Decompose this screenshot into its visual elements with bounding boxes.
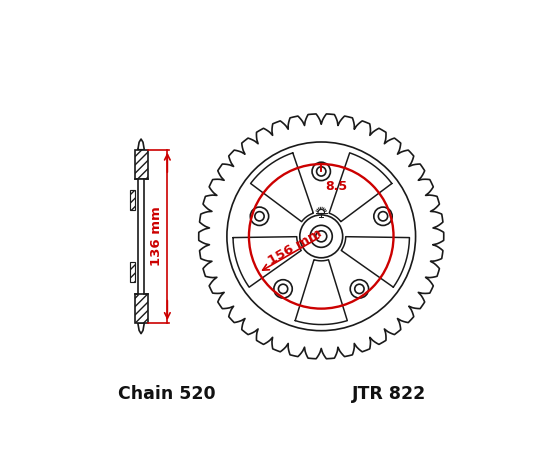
Text: 136 mm: 136 mm bbox=[150, 206, 163, 266]
Circle shape bbox=[350, 280, 368, 298]
Circle shape bbox=[374, 207, 392, 226]
Circle shape bbox=[255, 212, 264, 221]
Circle shape bbox=[316, 231, 326, 242]
Circle shape bbox=[274, 280, 292, 298]
Text: 156 mm: 156 mm bbox=[266, 227, 324, 268]
Polygon shape bbox=[138, 179, 144, 294]
Polygon shape bbox=[329, 153, 392, 222]
Polygon shape bbox=[341, 237, 409, 287]
Polygon shape bbox=[130, 262, 134, 283]
Polygon shape bbox=[134, 150, 147, 179]
Circle shape bbox=[316, 167, 326, 176]
Circle shape bbox=[312, 162, 330, 181]
Polygon shape bbox=[130, 190, 134, 211]
Polygon shape bbox=[134, 294, 147, 323]
Polygon shape bbox=[138, 323, 144, 334]
Polygon shape bbox=[138, 139, 144, 150]
Polygon shape bbox=[251, 153, 314, 222]
Circle shape bbox=[278, 284, 288, 293]
Polygon shape bbox=[233, 237, 301, 287]
Text: 8.5: 8.5 bbox=[325, 180, 347, 193]
Text: JTR 822: JTR 822 bbox=[352, 385, 426, 403]
Circle shape bbox=[379, 212, 388, 221]
Circle shape bbox=[354, 284, 364, 293]
Polygon shape bbox=[295, 260, 347, 324]
Circle shape bbox=[250, 207, 269, 226]
Text: Chain 520: Chain 520 bbox=[118, 385, 215, 403]
